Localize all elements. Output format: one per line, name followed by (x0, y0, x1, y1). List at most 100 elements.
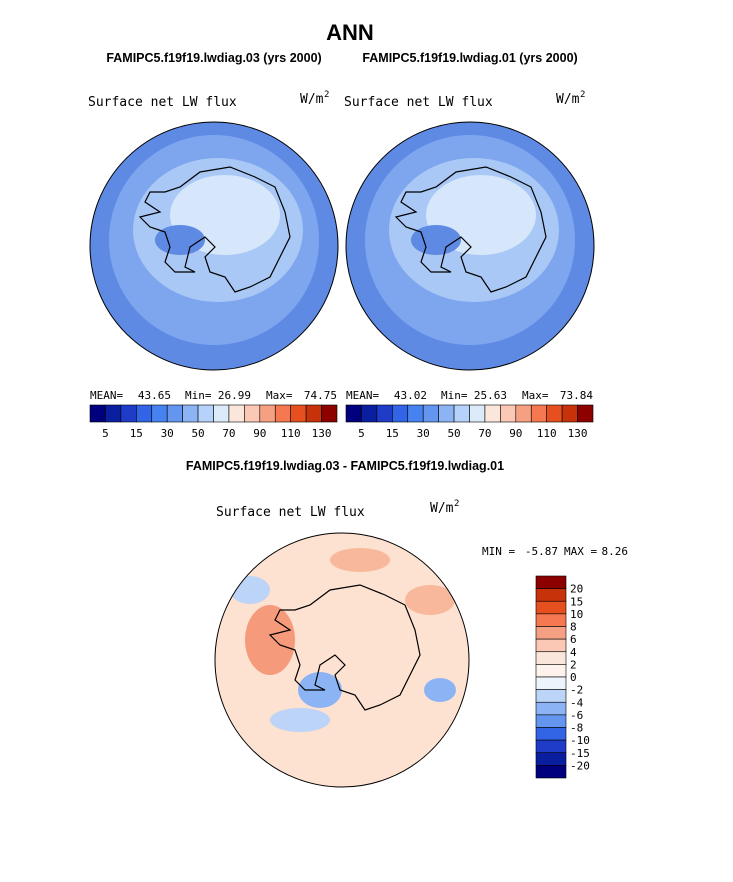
stat-label: Min= (185, 389, 212, 402)
stat-value: 43.65 (138, 389, 171, 402)
colorbar-box (535, 575, 567, 589)
colorbar-box (535, 765, 567, 779)
colorbar-box (120, 404, 137, 423)
colorbar-box (244, 404, 261, 423)
colorbar-box (469, 404, 486, 423)
colorbar-box (546, 404, 563, 423)
variable-label: Surface net LW flux (344, 95, 493, 110)
stat-value: 25.63 (474, 389, 507, 402)
colorbar-box (182, 404, 199, 423)
colorbar-label: 5 (358, 427, 365, 440)
colorbar-box (561, 404, 578, 423)
colorbar-box (535, 701, 567, 716)
stat-label: MEAN= (346, 389, 379, 402)
colorbar-box (259, 404, 276, 423)
colorbar-box (535, 651, 567, 665)
colorbar-box (535, 600, 567, 615)
colorbar-box (535, 588, 567, 602)
colorbar-label: 130 (568, 427, 588, 440)
stat-value: 26.99 (218, 389, 251, 402)
colorbar-box (361, 404, 378, 423)
colorbar-box (376, 404, 393, 423)
colorbar-label: 10 (570, 608, 583, 621)
colorbar-box (89, 404, 106, 423)
colorbar-box (577, 404, 594, 423)
colorbar-label: 70 (478, 427, 491, 440)
colorbar-label: 6 (570, 633, 577, 646)
colorbar-label: -6 (570, 709, 583, 722)
colorbar-label: 30 (417, 427, 430, 440)
colorbar-box (105, 404, 122, 423)
colorbar-label: 4 (570, 646, 577, 659)
stat-value: 73.84 (560, 389, 593, 402)
colorbar-box (197, 404, 214, 423)
colorbar-box (484, 404, 501, 423)
colorbar-box (535, 638, 567, 653)
colorbar-box (422, 404, 439, 423)
colorbar-label: 30 (161, 427, 174, 440)
stat-label: Min= (441, 389, 468, 402)
case-title: FAMIPC5.f19f19.lwdiag.01 (yrs 2000) (362, 51, 577, 65)
units: W/m (556, 92, 580, 107)
units-power: 2 (580, 90, 585, 100)
colorbar-label: 0 (570, 671, 577, 684)
colorbar-box (213, 404, 230, 423)
variable-label: Surface net LW flux (88, 95, 237, 110)
colorbar-box (166, 404, 183, 423)
case-title: FAMIPC5.f19f19.lwdiag.03 - FAMIPC5.f19f1… (186, 459, 504, 473)
units: W/m (300, 92, 324, 107)
colorbar-label: -8 (570, 722, 583, 735)
stat-label: Max= (522, 389, 549, 402)
colorbar-label: 110 (281, 427, 301, 440)
variable-label: Surface net LW flux (216, 505, 365, 520)
colorbar-box (305, 404, 322, 423)
units-power: 2 (324, 90, 329, 100)
stat-label: MAX = (564, 545, 597, 558)
map (215, 533, 469, 787)
colorbar-label: -4 (570, 696, 584, 709)
colorbar-label: 90 (509, 427, 522, 440)
colorbar-box (392, 404, 409, 423)
stat-value: 43.02 (394, 389, 427, 402)
colorbar-label: -15 (570, 747, 590, 760)
colorbar-box (535, 727, 567, 741)
colorbar-label: -10 (570, 734, 590, 747)
stat-label: MEAN= (90, 389, 123, 402)
colorbar-box (321, 404, 338, 423)
colorbar-box (500, 404, 517, 423)
colorbar-label: 20 (570, 583, 583, 596)
colorbar-box (453, 404, 470, 423)
colorbar-label: 70 (222, 427, 235, 440)
colorbar-box (535, 664, 567, 678)
colorbar-label: 110 (537, 427, 557, 440)
colorbar-label: 130 (312, 427, 332, 440)
colorbar-label: 15 (386, 427, 399, 440)
stat-value: 8.26 (602, 545, 629, 558)
units: W/m (430, 501, 454, 516)
colorbar-box (407, 404, 424, 423)
colorbar-label: -20 (570, 759, 590, 772)
colorbar-box (535, 676, 567, 690)
colorbar-box (535, 739, 567, 754)
colorbar-label: -2 (570, 684, 583, 697)
colorbar-box (535, 626, 567, 640)
stat-label: Max= (266, 389, 293, 402)
colorbar-box (535, 613, 567, 627)
colorbar-box (515, 404, 532, 423)
colorbar-label: 50 (191, 427, 204, 440)
colorbar-box (136, 404, 153, 423)
stat-label: MIN = (482, 545, 515, 558)
colorbar-box (535, 752, 567, 766)
colorbar-box (535, 689, 567, 703)
colorbar-box (345, 404, 362, 423)
colorbar-label: 15 (130, 427, 143, 440)
colorbar-box (535, 714, 567, 728)
colorbar-box (228, 404, 245, 423)
colorbar-label: 15 (570, 595, 583, 608)
colorbar-box (530, 404, 547, 423)
colorbar-box (438, 404, 455, 423)
colorbar-label: 50 (447, 427, 460, 440)
colorbar-label: 8 (570, 621, 577, 634)
title: ANN (326, 20, 374, 45)
